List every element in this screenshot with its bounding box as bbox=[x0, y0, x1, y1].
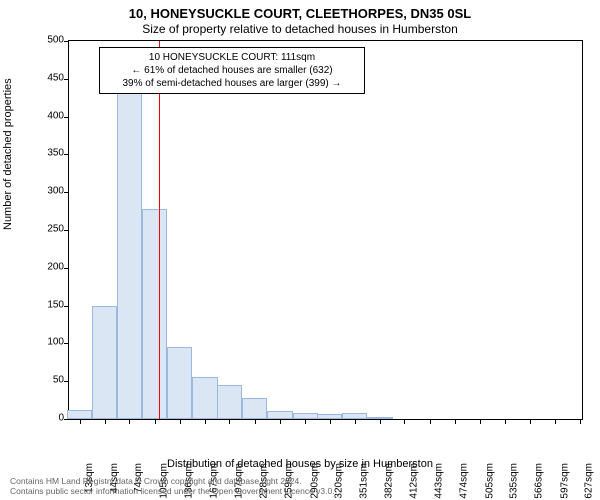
y-tick-mark bbox=[64, 41, 69, 42]
x-tick-mark bbox=[530, 419, 531, 424]
annotation-line-2: ← 61% of detached houses are smaller (63… bbox=[106, 64, 358, 77]
x-tick-mark bbox=[404, 419, 405, 424]
y-tick-label: 250 bbox=[47, 224, 64, 235]
x-tick-mark bbox=[330, 419, 331, 424]
y-tick-label: 100 bbox=[47, 337, 64, 348]
y-tick-mark bbox=[64, 192, 69, 193]
y-tick-label: 0 bbox=[58, 413, 64, 424]
x-tick-mark bbox=[355, 419, 356, 424]
histogram-bar bbox=[342, 413, 367, 419]
y-tick-mark bbox=[64, 306, 69, 307]
plot-area: 13sqm44sqm74sqm105sqm136sqm167sqm197sqm2… bbox=[68, 40, 583, 420]
subject-marker-line bbox=[159, 41, 160, 419]
x-tick-mark bbox=[480, 419, 481, 424]
histogram-bar bbox=[317, 414, 342, 419]
y-tick-mark bbox=[64, 381, 69, 382]
y-tick-mark bbox=[64, 419, 69, 420]
histogram-bar bbox=[293, 413, 318, 419]
x-tick-mark bbox=[555, 419, 556, 424]
annotation-line-1: 10 HONEYSUCKLE COURT: 111sqm bbox=[106, 51, 358, 64]
histogram-bar bbox=[167, 347, 192, 419]
x-tick-mark bbox=[580, 419, 581, 424]
annotation-line-3: 39% of semi-detached houses are larger (… bbox=[106, 77, 358, 90]
y-tick-mark bbox=[64, 117, 69, 118]
footer-line1: Contains HM Land Registry data © Crown c… bbox=[10, 476, 590, 486]
x-tick-mark bbox=[180, 419, 181, 424]
y-tick-label: 150 bbox=[47, 299, 64, 310]
x-tick-mark bbox=[129, 419, 130, 424]
y-tick-mark bbox=[64, 343, 69, 344]
histogram-bar bbox=[117, 71, 142, 419]
chart-container: 10, HONEYSUCKLE COURT, CLEETHORPES, DN35… bbox=[0, 0, 600, 500]
x-tick-mark bbox=[380, 419, 381, 424]
y-tick-mark bbox=[64, 154, 69, 155]
y-tick-mark bbox=[64, 230, 69, 231]
y-tick-mark bbox=[64, 268, 69, 269]
x-tick-mark bbox=[229, 419, 230, 424]
y-tick-mark bbox=[64, 79, 69, 80]
histogram-bar bbox=[242, 398, 267, 419]
y-axis-label: Number of detached properties bbox=[2, 78, 14, 230]
x-axis-label: Distribution of detached houses by size … bbox=[0, 458, 600, 470]
y-tick-label: 200 bbox=[47, 261, 64, 272]
histogram-bar bbox=[367, 417, 392, 419]
histogram-bar bbox=[217, 385, 242, 419]
y-tick-label: 350 bbox=[47, 148, 64, 159]
histogram-bar bbox=[192, 377, 217, 419]
chart-title-line2: Size of property relative to detached ho… bbox=[0, 22, 600, 36]
y-tick-label: 300 bbox=[47, 186, 64, 197]
histogram-bar bbox=[142, 209, 167, 419]
histogram-bar bbox=[67, 410, 92, 419]
annotation-box: 10 HONEYSUCKLE COURT: 111sqm← 61% of det… bbox=[99, 47, 365, 94]
x-tick-mark bbox=[105, 419, 106, 424]
y-tick-label: 50 bbox=[53, 375, 64, 386]
histogram-bar bbox=[267, 411, 292, 419]
chart-title-line1: 10, HONEYSUCKLE COURT, CLEETHORPES, DN35… bbox=[0, 6, 600, 22]
x-tick-mark bbox=[505, 419, 506, 424]
y-tick-label: 400 bbox=[47, 110, 64, 121]
y-tick-label: 500 bbox=[47, 35, 64, 46]
footer-line2: Contains public sector information licen… bbox=[10, 486, 590, 496]
x-tick-mark bbox=[430, 419, 431, 424]
x-tick-mark bbox=[305, 419, 306, 424]
x-tick-mark bbox=[80, 419, 81, 424]
histogram-bar bbox=[92, 306, 117, 419]
footer-attribution: Contains HM Land Registry data © Crown c… bbox=[10, 476, 590, 496]
x-tick-mark bbox=[205, 419, 206, 424]
y-tick-label: 450 bbox=[47, 72, 64, 83]
x-tick-mark bbox=[155, 419, 156, 424]
x-tick-mark bbox=[280, 419, 281, 424]
x-tick-mark bbox=[255, 419, 256, 424]
x-tick-mark bbox=[455, 419, 456, 424]
